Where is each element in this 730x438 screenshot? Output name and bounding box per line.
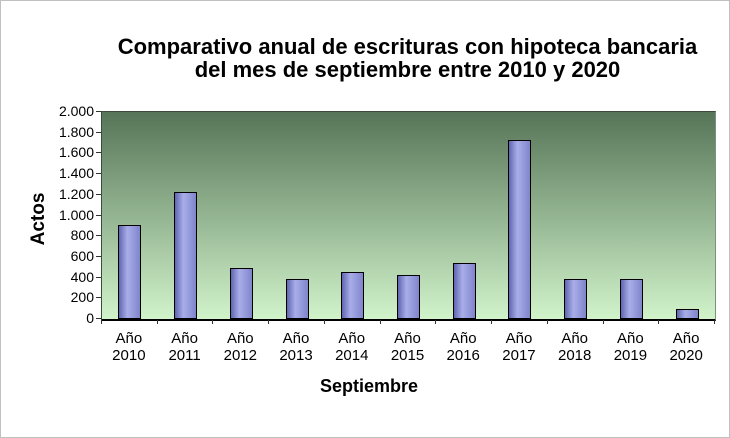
y-tick-mark	[96, 214, 101, 216]
x-category-prefix: Año	[561, 330, 589, 347]
bar-ano-2012	[229, 267, 253, 319]
x-category-year: 2014	[335, 347, 369, 364]
y-tick-mark	[96, 193, 101, 195]
bar-ano-2019	[619, 279, 643, 319]
y-tick-mark	[96, 111, 101, 112]
x-tick-mark	[212, 320, 214, 324]
x-category-year: 2019	[613, 347, 648, 364]
y-tick-mark	[96, 131, 101, 133]
x-axis-title: Septiembre	[319, 376, 419, 396]
x-category-label-2013: Año 2013	[267, 330, 325, 364]
x-category-prefix: Año	[115, 330, 143, 347]
x-category-label-2019: Año 2019	[601, 330, 659, 364]
x-tick-mark	[435, 320, 437, 324]
y-tick-mark	[96, 318, 101, 319]
x-category-prefix: Año	[338, 330, 366, 347]
x-tick-mark	[268, 320, 270, 324]
x-tick-mark	[323, 320, 325, 324]
x-category-prefix: Año	[394, 330, 421, 347]
plot-area	[101, 111, 716, 321]
x-tick-mark	[491, 320, 493, 324]
bar-ano-2020	[675, 308, 699, 319]
bar-ano-2014	[341, 272, 365, 319]
x-category-year: 2018	[557, 347, 592, 364]
x-category-prefix: Año	[505, 330, 533, 347]
x-category-year: 2012	[223, 347, 257, 364]
y-tick-mark	[96, 255, 101, 257]
x-category-prefix: Año	[171, 330, 198, 347]
x-category-label-2012: Año 2012	[211, 330, 269, 364]
x-tick-mark	[602, 320, 604, 324]
y-tick-label: 0	[86, 310, 94, 326]
x-category-year: 2016	[446, 347, 480, 364]
x-category-year: 2015	[390, 347, 425, 364]
chart-title: Comparativo anual de escrituras con hipo…	[96, 35, 719, 81]
chart-title-line1: Comparativo anual de escrituras con hipo…	[117, 34, 698, 59]
x-category-label-2020: Año 2020	[657, 330, 715, 364]
x-category-year: 2013	[279, 347, 313, 364]
y-tick-mark	[96, 276, 101, 278]
y-tick-label: 1.000	[58, 206, 94, 223]
x-category-label-2010: Año 2010	[100, 330, 158, 364]
x-tick-mark	[546, 320, 548, 324]
x-category-label-2011: Año 2011	[156, 330, 214, 364]
x-category-year: 2010	[112, 347, 146, 364]
y-tick-label: 1.200	[58, 185, 94, 202]
y-tick-label: 2.000	[58, 103, 94, 119]
y-tick-mark	[96, 235, 101, 237]
y-tick-label: 400	[70, 268, 94, 285]
x-tick-mark	[379, 320, 381, 324]
x-tick-mark	[714, 320, 715, 324]
y-tick-label: 1.800	[58, 123, 94, 140]
bar-ano-2015	[397, 275, 420, 319]
bar-ano-2011	[174, 191, 198, 319]
x-category-label-2016: Año 2016	[434, 330, 492, 364]
x-category-prefix: Año	[282, 330, 310, 347]
bar-ano-2010	[118, 225, 142, 319]
y-tick-mark	[96, 173, 101, 175]
x-category-prefix: Año	[672, 330, 700, 347]
y-tick-label: 800	[70, 227, 94, 244]
x-category-label-2015: Año 2015	[379, 330, 437, 364]
chart-title-line2: del mes de septiembre entre 2010 y 2020	[194, 57, 621, 82]
bar-ano-2017	[508, 140, 532, 319]
bar-ano-2016	[452, 263, 476, 319]
x-category-prefix: Año	[226, 330, 254, 347]
x-tick-mark	[101, 320, 102, 324]
bar-ano-2018	[564, 279, 588, 319]
x-category-label-2017: Año 2017	[490, 330, 548, 364]
x-category-year: 2011	[168, 347, 201, 364]
x-category-prefix: Año	[449, 330, 477, 347]
y-tick-mark	[96, 152, 101, 154]
x-tick-mark	[658, 320, 660, 324]
y-tick-label: 200	[70, 289, 94, 306]
y-tick-label: 600	[70, 247, 94, 264]
x-tick-mark	[156, 320, 158, 324]
x-category-label-2018: Año 2018	[546, 330, 604, 364]
x-category-year: 2017	[502, 347, 536, 364]
x-category-label-2014: Año 2014	[323, 330, 381, 364]
y-tick-label: 1.400	[58, 165, 94, 182]
x-category-year: 2020	[669, 347, 703, 364]
x-category-prefix: Año	[617, 330, 644, 347]
bar-ano-2013	[285, 279, 309, 319]
y-tick-mark	[96, 297, 101, 299]
y-tick-label: 1.600	[58, 144, 94, 161]
